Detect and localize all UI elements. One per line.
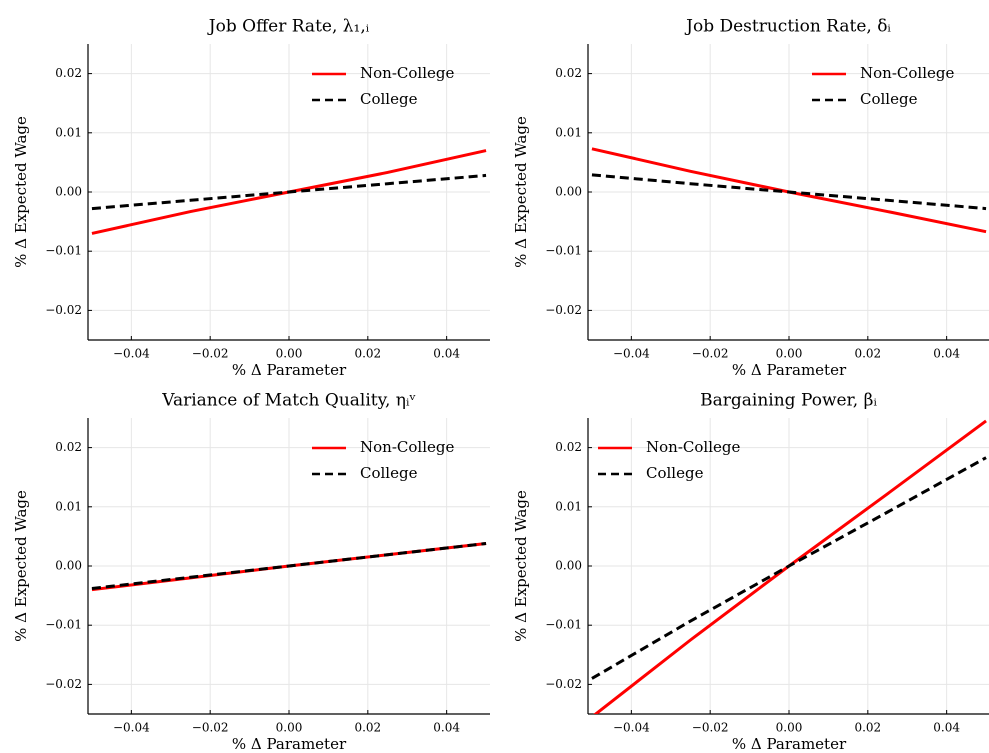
x-tick-label: −0.02 (192, 721, 229, 735)
legend: Non-College College (598, 438, 740, 482)
x-axis-title: % Δ Parameter (732, 361, 847, 379)
x-axis-title: % Δ Parameter (232, 735, 347, 753)
x-tick-label: 0.02 (354, 347, 381, 361)
y-tick-label: 0.01 (555, 499, 582, 513)
x-tick-label: 0.04 (433, 721, 460, 735)
x-tick-label: 0.00 (776, 721, 803, 735)
legend-label: Non-College (646, 438, 740, 456)
y-tick-label: −0.01 (45, 244, 82, 258)
y-tick-label: −0.02 (45, 303, 82, 317)
legend-label: Non-College (360, 438, 454, 456)
y-tick-label: 0.02 (55, 66, 82, 80)
data-line (591, 456, 987, 680)
x-tick-label: 0.04 (933, 721, 960, 735)
x-tick-label: 0.00 (276, 721, 303, 735)
subplot-title: Job Offer Rate, λ₁,ᵢ (207, 17, 370, 37)
x-tick-label: −0.04 (613, 347, 650, 361)
legend: Non-College College (312, 64, 454, 108)
x-tick-label: 0.02 (854, 347, 881, 361)
x-tick-label: 0.04 (433, 347, 460, 361)
y-tick-label: −0.01 (545, 244, 582, 258)
y-tick-label: 0.01 (55, 125, 82, 139)
x-tick-label: −0.02 (692, 721, 729, 735)
x-tick-label: −0.04 (613, 721, 650, 735)
subplot-title: Variance of Match Quality, ηᵢᵛ (161, 391, 416, 411)
y-axis-title: % Δ Expected Wage (12, 490, 30, 642)
x-tick-label: 0.02 (854, 721, 881, 735)
y-tick-label: 0.02 (555, 66, 582, 80)
subplot: −0.04 −0.02 0.00 0.02 0.04 −0.02 −0.01 0.00 0.01… (512, 17, 989, 379)
y-tick-label: −0.01 (545, 618, 582, 632)
subplot-title: Job Destruction Rate, δᵢ (684, 17, 891, 37)
x-tick-label: 0.04 (933, 347, 960, 361)
y-axis-title: % Δ Expected Wage (12, 116, 30, 268)
y-tick-label: 0.00 (55, 185, 82, 199)
legend-label: Non-College (860, 64, 954, 82)
y-axis-title: % Δ Expected Wage (512, 116, 530, 268)
legend: Non-College College (312, 438, 454, 482)
y-tick-label: −0.02 (545, 677, 582, 691)
y-tick-label: 0.01 (55, 499, 82, 513)
subplot: −0.04 −0.02 0.00 0.02 0.04 −0.02 −0.01 0.00 0.01… (12, 17, 490, 379)
y-tick-label: 0.02 (55, 440, 82, 454)
subplot: −0.04 −0.02 0.00 0.02 0.04 −0.02 −0.01 0.00 0.01… (12, 391, 490, 753)
legend-label: Non-College (360, 64, 454, 82)
y-tick-label: 0.01 (555, 125, 582, 139)
y-tick-label: 0.00 (555, 185, 582, 199)
x-tick-label: 0.02 (354, 721, 381, 735)
legend: Non-College College (812, 64, 954, 108)
y-tick-label: 0.02 (555, 440, 582, 454)
x-tick-label: −0.02 (692, 347, 729, 361)
x-axis-title: % Δ Parameter (232, 361, 347, 379)
y-tick-label: 0.00 (555, 559, 582, 573)
subplot: −0.04 −0.02 0.00 0.02 0.04 −0.02 −0.01 0.00 0.01… (512, 391, 989, 753)
x-tick-label: −0.04 (113, 347, 150, 361)
legend-label: College (860, 90, 918, 108)
data-line (91, 173, 487, 211)
x-axis-title: % Δ Parameter (732, 735, 847, 753)
x-tick-label: −0.04 (113, 721, 150, 735)
x-tick-label: −0.02 (192, 347, 229, 361)
legend-label: College (646, 464, 704, 482)
subplot-title: Bargaining Power, βᵢ (700, 391, 877, 411)
y-tick-label: −0.02 (45, 677, 82, 691)
data-line (91, 542, 487, 590)
y-axis-title: % Δ Expected Wage (512, 490, 530, 642)
legend-label: College (360, 464, 418, 482)
x-tick-label: 0.00 (276, 347, 303, 361)
legend-label: College (360, 90, 418, 108)
x-tick-label: 0.00 (776, 347, 803, 361)
y-tick-label: −0.01 (45, 618, 82, 632)
y-tick-label: 0.00 (55, 559, 82, 573)
data-line (591, 173, 987, 211)
y-tick-label: −0.02 (545, 303, 582, 317)
